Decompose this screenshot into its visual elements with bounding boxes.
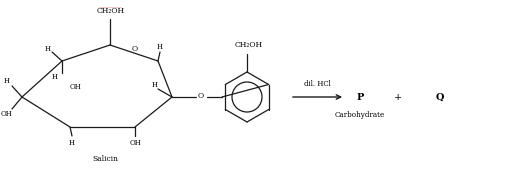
Text: OH: OH	[129, 139, 141, 147]
Text: Q: Q	[436, 92, 444, 102]
Text: Salicin: Salicin	[92, 155, 118, 163]
Text: H: H	[157, 43, 163, 51]
Text: OH: OH	[1, 110, 13, 118]
Text: H: H	[52, 73, 58, 81]
Text: O: O	[198, 92, 204, 100]
Text: H: H	[69, 139, 75, 147]
Text: ............: ............	[98, 4, 122, 8]
Text: Carbohydrate: Carbohydrate	[335, 111, 385, 119]
Text: CH₂OH: CH₂OH	[235, 41, 263, 49]
Text: H: H	[4, 77, 10, 85]
Text: O: O	[132, 45, 138, 53]
Text: CH₂OH: CH₂OH	[97, 7, 125, 15]
Text: dil. HCl: dil. HCl	[304, 80, 331, 88]
Text: P: P	[356, 92, 364, 102]
Text: +: +	[394, 92, 402, 102]
Text: H: H	[152, 81, 158, 89]
Text: H: H	[45, 45, 51, 53]
Text: OH: OH	[69, 83, 81, 91]
